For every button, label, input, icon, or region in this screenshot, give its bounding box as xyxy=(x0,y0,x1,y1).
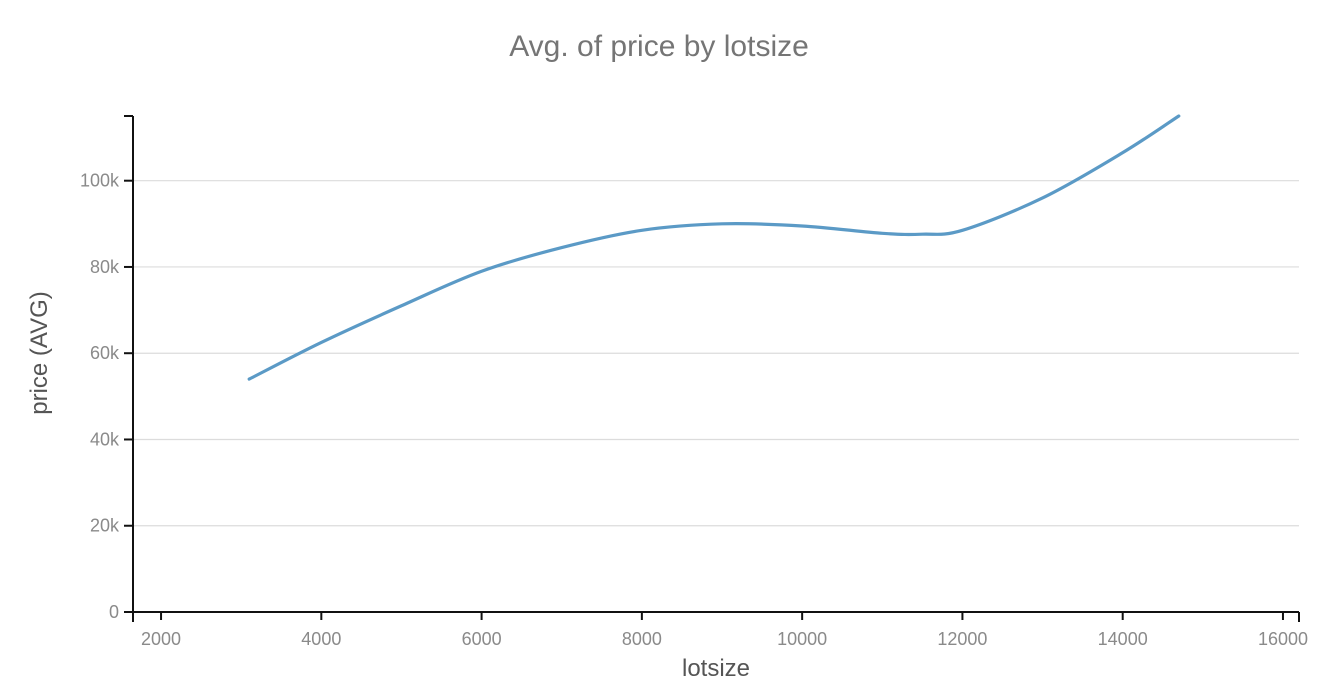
y-axis-title: price (AVG) xyxy=(26,291,53,415)
x-tick-label: 4000 xyxy=(301,629,341,649)
y-tick-label: 40k xyxy=(90,429,120,449)
x-tick-label: 6000 xyxy=(462,629,502,649)
series-layer xyxy=(247,114,1181,381)
y-tick-label: 100k xyxy=(80,171,120,191)
x-tick-label: 12000 xyxy=(937,629,987,649)
x-tick-label: 8000 xyxy=(622,629,662,649)
chart-title: Avg. of price by lotsize xyxy=(509,30,809,63)
series-line xyxy=(247,114,1181,381)
gridlines xyxy=(133,180,1299,527)
y-tick-label: 20k xyxy=(90,516,120,536)
x-tick-label: 10000 xyxy=(777,629,827,649)
y-tick-label: 60k xyxy=(90,343,120,363)
axes xyxy=(132,116,1299,613)
x-tick-label: 14000 xyxy=(1098,629,1148,649)
x-tick-label: 16000 xyxy=(1258,629,1308,649)
x-axis-title: lotsize xyxy=(682,655,750,682)
x-tick-label: 2000 xyxy=(141,629,181,649)
y-axis-ticks: 0 20k 40k 60k 80k 100k xyxy=(80,115,133,622)
y-tick-label: 80k xyxy=(90,257,120,277)
x-axis-ticks: 2000 4000 6000 8000 10000 12000 14000 16000 xyxy=(132,612,1308,649)
y-tick-label: 0 xyxy=(109,602,119,622)
